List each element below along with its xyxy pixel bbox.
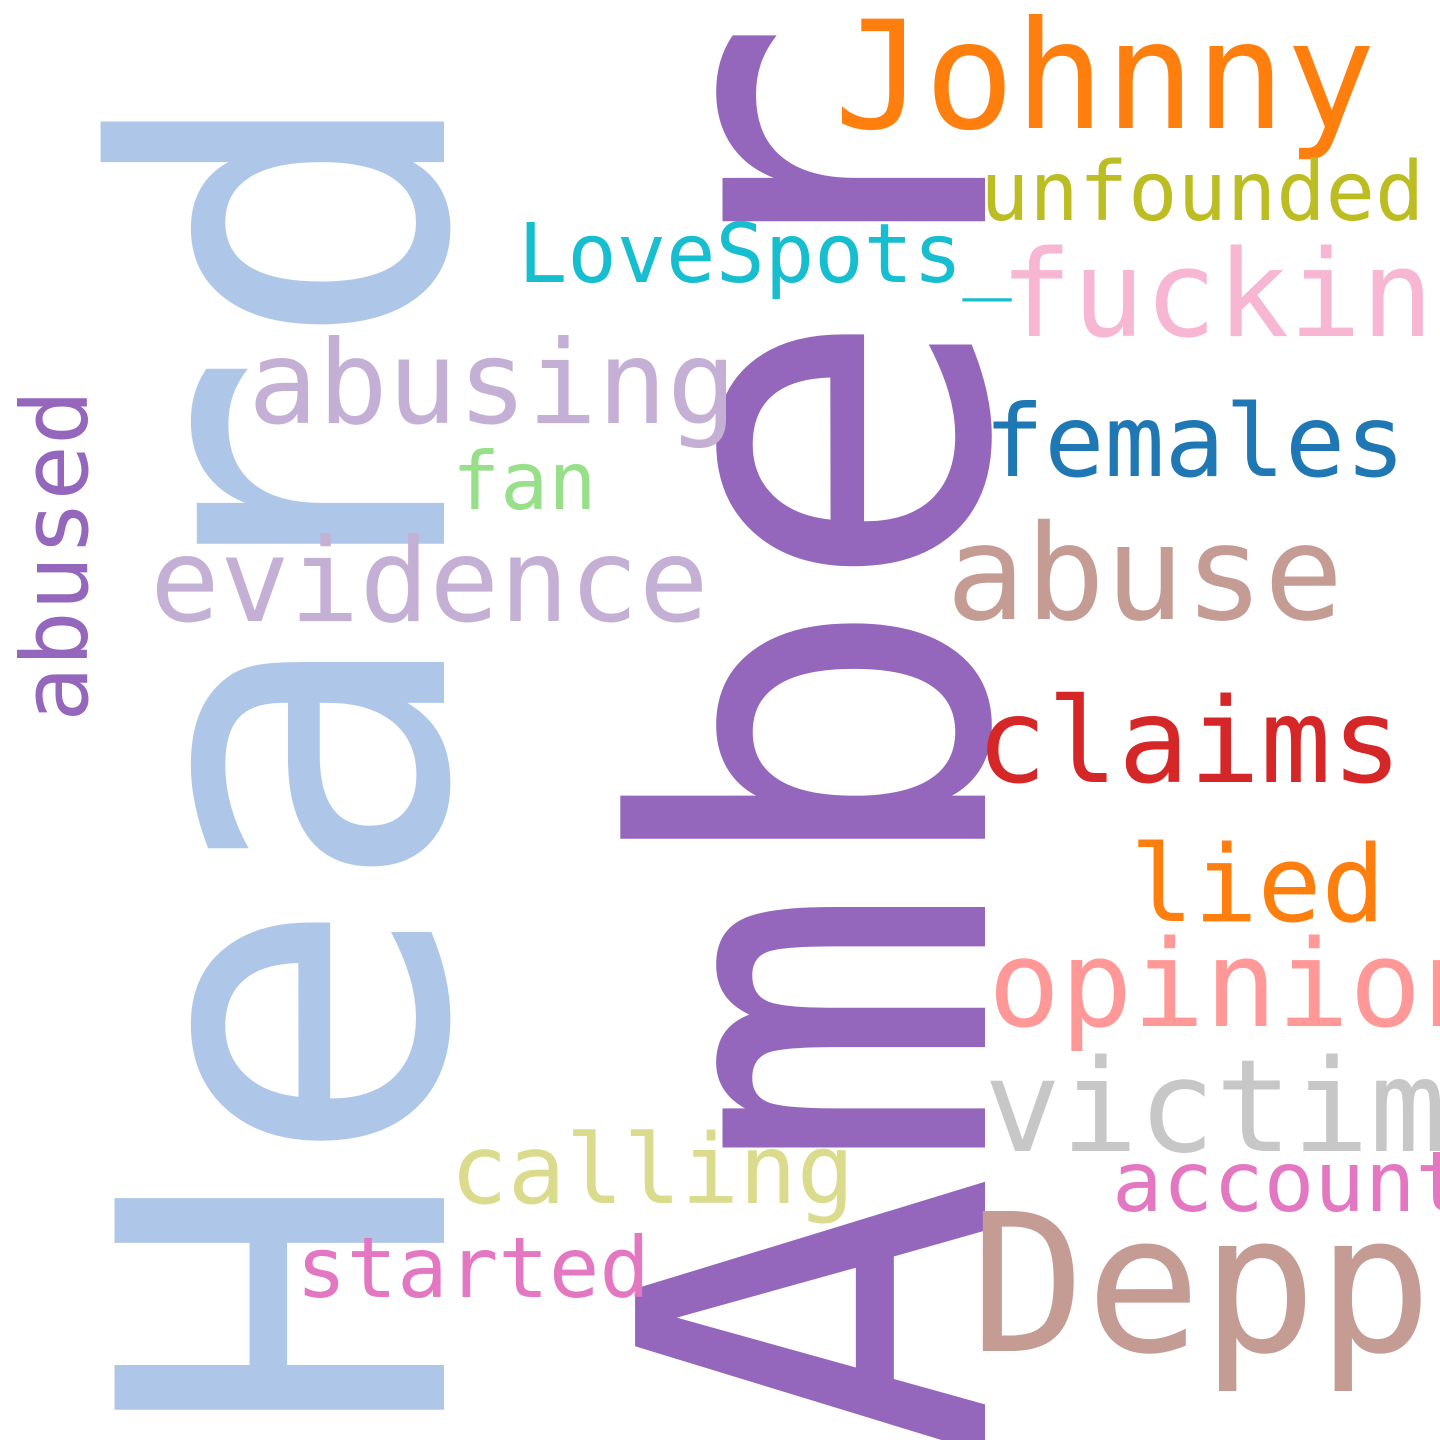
word-abusing: abusing [248,316,737,451]
word-females: females [984,383,1406,500]
word-victim: victim [984,1033,1440,1182]
word-calling: calling [450,1114,855,1226]
word-unfounded: unfounded [980,145,1425,240]
word-evidence: evidence [150,514,709,649]
word-lied: lied [1130,823,1386,946]
word-account: account [1112,1133,1440,1231]
word-fan: fan [452,435,597,528]
word-abused: abused [2,389,109,722]
word-lovespots: LoveSpots_ [518,207,1012,302]
word-started: started [296,1219,651,1317]
word-abuse: abuse [946,497,1344,651]
word-depp: Depp [970,1174,1433,1397]
word-fucking: fucking [1000,226,1440,365]
word-claims: claims [976,672,1403,810]
word-johnny: Johnny [834,0,1376,164]
word-opinion: opinion [988,916,1440,1055]
